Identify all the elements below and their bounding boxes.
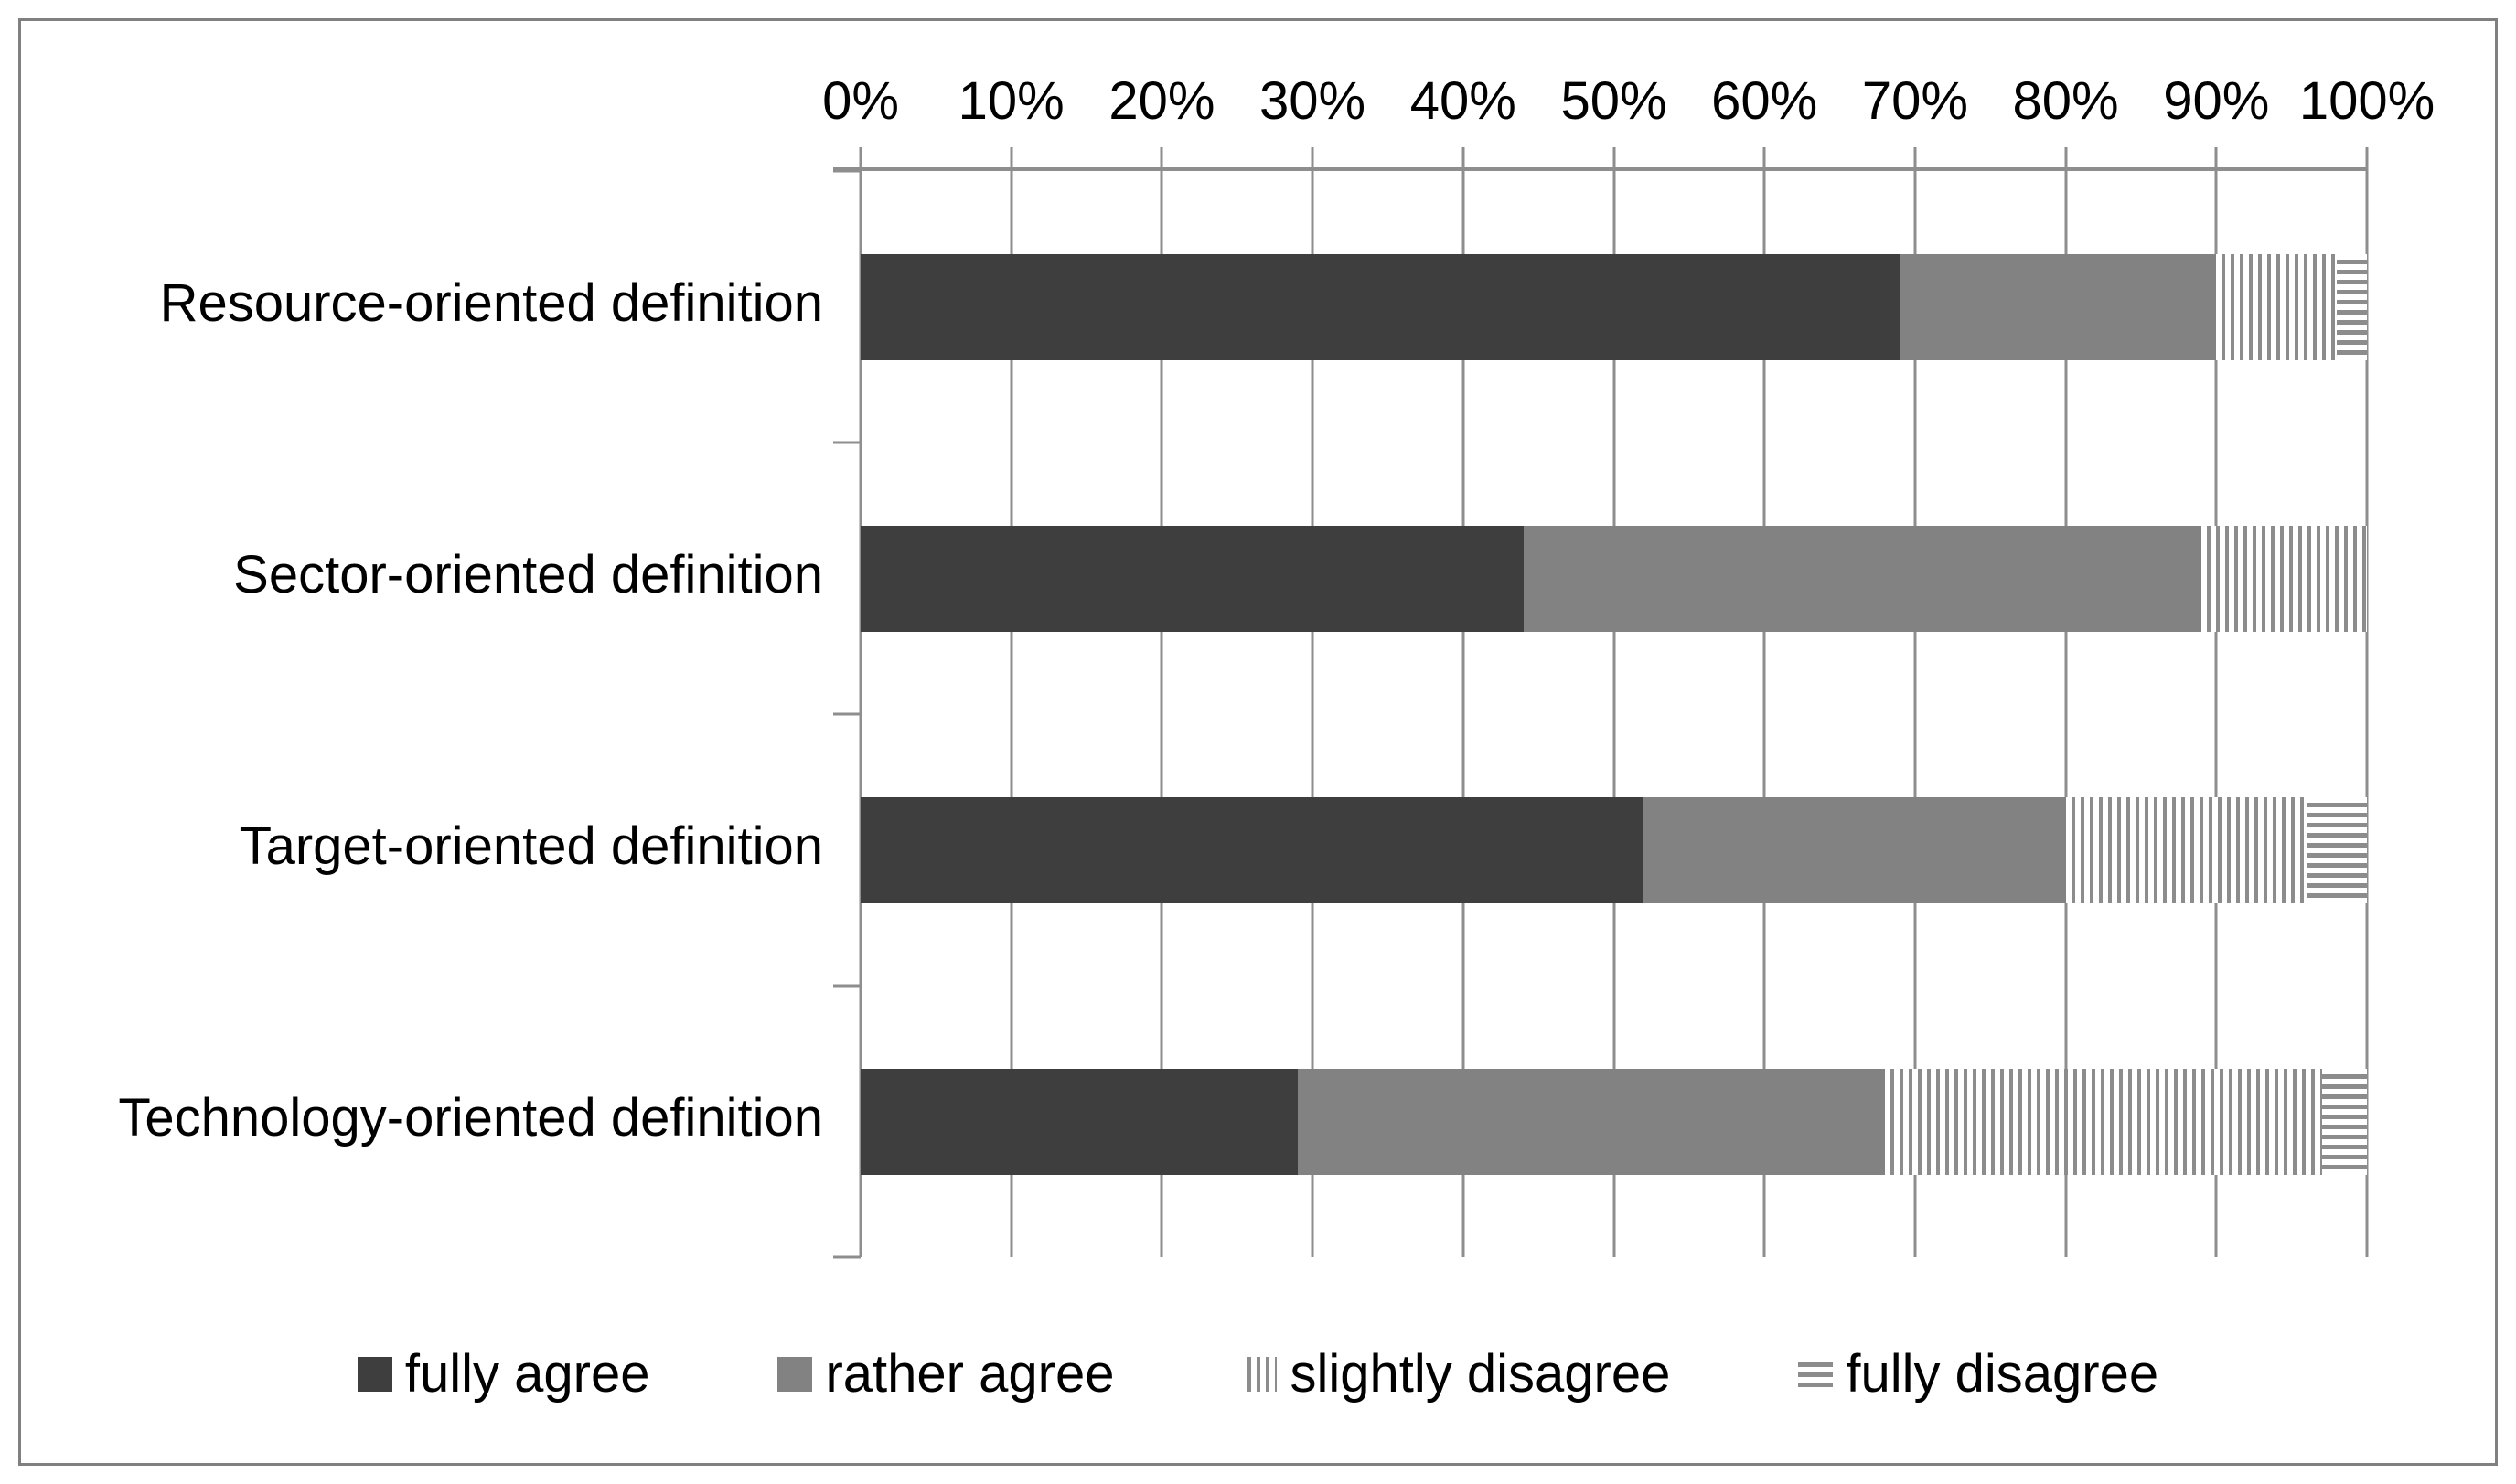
bar-row [861,253,2367,360]
legend-label: rather agree [825,1344,1115,1404]
category-axis-tick [833,1255,861,1259]
bar-segment-horizontal-stripes [2337,253,2367,360]
x-axis-tick-label: 50% [1560,71,1667,131]
category-label: Sector-oriented definition [233,544,823,604]
bar-segment-vertical-stripes [2216,253,2338,360]
bar-segment-vertical-stripes [2200,525,2367,632]
gridline-40 [1461,147,1465,1257]
legend-label: fully agree [404,1344,650,1404]
legend-swatch-horizontal-stripes [1798,1357,1834,1392]
x-axis-tick-label: 40% [1409,71,1516,131]
legend-item: fully disagree [1798,1341,2158,1407]
bar-segment-solid-gray [1900,253,2217,360]
bar-row [861,1068,2367,1175]
bar-segment-solid-dark [861,525,1524,632]
category-axis-tick [833,712,861,716]
bar-segment-solid-gray [1643,796,2066,903]
gridline-100 [2365,147,2369,1257]
legend-swatch-vertical-stripes [1242,1357,1278,1392]
x-axis-tick-label: 10% [958,71,1065,131]
x-axis-tick-label: 70% [1861,71,1968,131]
gridline-50 [1612,147,1615,1257]
legend-item: slightly disagree [1242,1341,1670,1407]
bar-segment-horizontal-stripes [2307,796,2367,903]
x-axis-tick-label: 0% [822,71,899,131]
x-axis-tick-label: 90% [2163,71,2270,131]
bar-row [861,525,2367,632]
bar-segment-solid-gray [1297,1068,1885,1175]
legend-label: slightly disagree [1290,1344,1671,1404]
gridline-30 [1311,147,1314,1257]
x-axis-tick-label: 100% [2298,71,2436,131]
x-axis-tick-label: 80% [2012,71,2119,131]
category-label: Target-oriented definition [239,816,823,876]
legend: fully agree rather agree slightly disagree… [0,1324,2516,1425]
category-axis-tick [833,984,861,988]
x-axis-tick-label: 60% [1711,71,1818,131]
gridline-90 [2214,147,2218,1257]
bar-segment-solid-gray [1523,525,2201,632]
gridline-80 [2064,147,2068,1257]
bar-segment-solid-dark [861,1068,1298,1175]
category-label: Resource-oriented definition [159,272,823,333]
gridline-0 [859,147,862,1257]
gridline-70 [1913,147,1917,1257]
legend-swatch-solid-dark [357,1357,392,1392]
plot-area: 0% 10% 20% 30% 40% 50% 60% 70% 80% 90% 100% [822,71,2435,1259]
bar-segment-horizontal-stripes [2321,1068,2367,1175]
category-label: Technology-oriented definition [118,1087,823,1148]
legend-item: fully agree [357,1341,650,1407]
bar-row [861,796,2367,903]
category-axis-tick [833,169,861,173]
bar-segment-solid-dark [861,796,1644,903]
bar-segment-solid-dark [861,253,1900,360]
category-axis-tick [833,441,861,444]
legend-swatch-solid-gray [777,1357,813,1392]
x-axis-tick-label: 30% [1259,71,1366,131]
gridline-60 [1762,147,1766,1257]
gridline-10 [1010,147,1013,1257]
gridline-20 [1160,147,1163,1257]
legend-item: rather agree [777,1341,1114,1407]
bar-segment-vertical-stripes [1884,1068,2322,1175]
bar-segment-vertical-stripes [2065,796,2307,903]
legend-label: fully disagree [1846,1344,2159,1404]
x-axis-tick-label: 20% [1108,71,1215,131]
